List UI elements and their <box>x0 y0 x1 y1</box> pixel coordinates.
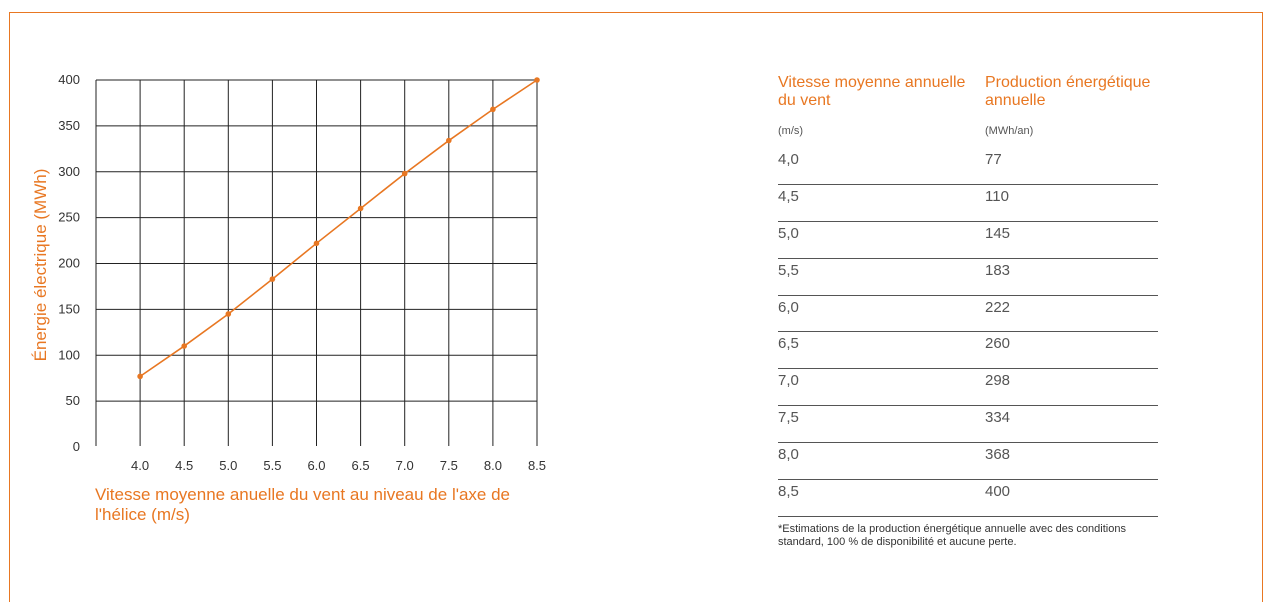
table-row: 4,0 77 <box>778 148 1158 185</box>
series-line <box>139 79 538 378</box>
table-row: 4,5 110 <box>778 185 1158 222</box>
x-tick-label: 8.0 <box>484 458 502 473</box>
speed-cell: 4,0 <box>778 151 799 168</box>
production-cell: 183 <box>985 261 1011 279</box>
x-tick-label: 8.5 <box>528 458 546 473</box>
x-tick-label: 4.5 <box>175 458 193 473</box>
x-axis-label: Vitesse moyenne anuelle du vent au nivea… <box>95 485 511 524</box>
y-tick-label: 50 <box>66 393 80 408</box>
x-tick-label: 5.0 <box>219 458 237 473</box>
speed-cell: 8,0 <box>778 446 799 464</box>
x-tick-label: 7.0 <box>396 458 414 473</box>
production-cell: 298 <box>985 372 1011 390</box>
production-cell: 368 <box>985 446 1011 464</box>
y-tick-label: 100 <box>58 347 80 362</box>
production-cell: 77 <box>985 151 1002 168</box>
production-cell: 145 <box>985 224 1011 242</box>
production-cell: 110 <box>985 187 1009 205</box>
x-tick-label: 5.5 <box>263 458 281 473</box>
table-header: Vitesse moyenne annuelle du vent Product… <box>778 52 1158 148</box>
data-point <box>534 77 540 83</box>
production-table: Vitesse moyenne annuelle du vent Product… <box>778 52 1158 517</box>
content-frame <box>9 12 1263 602</box>
footnote: *Estimations de la production énergétiqu… <box>778 523 1126 548</box>
data-point <box>137 373 143 380</box>
production-column-header: Production énergétique annuelle <box>985 74 1151 109</box>
y-axis-label: Énergie électrique (MWh) <box>31 168 50 362</box>
x-tick-label: 7.5 <box>440 458 458 473</box>
speed-cell: 6,5 <box>778 335 799 353</box>
data-point <box>269 276 276 282</box>
energy-line-chart: 0 50 100 150 200 250 300 350 400 4.0 4.5 5.0 5.5 6.0 6… <box>58 72 546 473</box>
table-row: 6,0 222 <box>778 296 1158 333</box>
speed-cell: 5,0 <box>778 224 799 242</box>
y-tick-label: 150 <box>58 301 80 316</box>
production-cell: 400 <box>985 483 1011 501</box>
x-tick-label: 4.0 <box>131 458 149 473</box>
data-point <box>357 205 364 212</box>
data-point <box>181 343 187 349</box>
y-tick-label: 0 <box>73 439 80 454</box>
data-point <box>490 106 496 113</box>
production-unit: (MWh/an) <box>985 125 1034 137</box>
y-tick-label: 250 <box>58 210 80 225</box>
y-tick-label: 200 <box>58 256 80 271</box>
production-cell: 334 <box>985 409 1011 427</box>
y-tick-label: 350 <box>58 118 80 133</box>
production-cell: 260 <box>985 335 1011 353</box>
speed-cell: 8,5 <box>778 483 799 501</box>
data-point <box>446 137 452 144</box>
speed-cell: 6,0 <box>778 298 799 316</box>
table-row: 7,0 298 <box>778 369 1158 407</box>
data-point <box>225 311 232 317</box>
table-row: 8,0 368 <box>778 443 1158 481</box>
table-row: 6,5 260 <box>778 332 1158 370</box>
speed-unit: (m/s) <box>778 125 804 137</box>
y-tick-label: 400 <box>58 72 80 87</box>
table-row: 7,5 334 <box>778 406 1158 444</box>
table-row: 5,0 145 <box>778 222 1158 259</box>
production-cell: 222 <box>985 298 1011 316</box>
speed-cell: 7,5 <box>778 409 799 427</box>
speed-cell: 7,0 <box>778 372 799 390</box>
table-row: 8,5 400 <box>778 480 1158 517</box>
y-tick-label: 300 <box>58 164 80 179</box>
x-tick-label: 6.5 <box>352 458 370 473</box>
speed-cell: 4,5 <box>778 187 799 205</box>
speed-cell: 5,5 <box>778 261 799 279</box>
speed-column-header: Vitesse moyenne annuelle du vent <box>778 74 966 109</box>
x-tick-label: 6.0 <box>307 458 325 473</box>
data-point <box>401 170 408 177</box>
data-point <box>313 240 320 247</box>
table-row: 5,5 183 <box>778 259 1158 296</box>
